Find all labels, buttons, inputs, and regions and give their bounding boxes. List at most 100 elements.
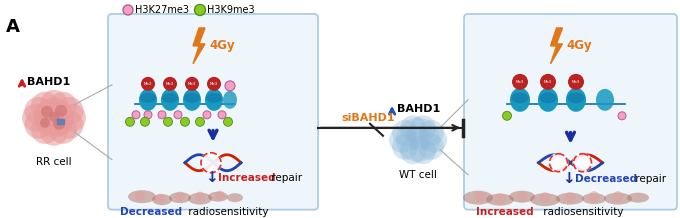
Text: H3K27me3: H3K27me3	[135, 5, 189, 15]
Text: repair: repair	[632, 174, 666, 184]
Ellipse shape	[566, 88, 586, 112]
Circle shape	[568, 74, 584, 90]
Ellipse shape	[627, 193, 649, 203]
Ellipse shape	[205, 89, 223, 111]
Ellipse shape	[463, 191, 493, 205]
Circle shape	[410, 115, 436, 141]
Circle shape	[132, 111, 140, 119]
Text: Decreased: Decreased	[120, 207, 182, 217]
Circle shape	[49, 112, 59, 122]
Circle shape	[539, 192, 551, 203]
Ellipse shape	[604, 193, 632, 205]
Circle shape	[475, 191, 486, 202]
Text: ↓: ↓	[562, 171, 575, 186]
Circle shape	[175, 192, 185, 202]
Circle shape	[389, 127, 415, 153]
FancyBboxPatch shape	[464, 14, 677, 210]
Ellipse shape	[227, 193, 243, 202]
Ellipse shape	[530, 193, 560, 206]
Text: BAHD1: BAHD1	[397, 104, 440, 114]
Circle shape	[200, 152, 222, 174]
Circle shape	[218, 111, 226, 119]
Circle shape	[420, 140, 430, 150]
Circle shape	[53, 118, 65, 130]
Circle shape	[24, 97, 52, 125]
Circle shape	[549, 153, 568, 173]
Circle shape	[196, 117, 205, 126]
Circle shape	[31, 116, 59, 144]
Ellipse shape	[582, 193, 606, 204]
Circle shape	[573, 153, 592, 173]
Circle shape	[410, 138, 436, 164]
Ellipse shape	[510, 88, 530, 112]
Text: radiosensitivity: radiosensitivity	[540, 207, 624, 217]
Circle shape	[503, 111, 511, 120]
Polygon shape	[551, 28, 562, 64]
Circle shape	[195, 192, 205, 202]
Circle shape	[588, 191, 600, 202]
Circle shape	[540, 74, 556, 90]
Ellipse shape	[128, 190, 156, 203]
Text: 4Gy: 4Gy	[566, 39, 592, 52]
Circle shape	[400, 138, 426, 164]
Ellipse shape	[596, 89, 614, 111]
Circle shape	[56, 97, 84, 125]
Circle shape	[141, 117, 150, 126]
Circle shape	[40, 118, 50, 128]
Text: Me3: Me3	[516, 80, 524, 84]
Circle shape	[419, 129, 429, 139]
Circle shape	[203, 111, 211, 119]
Circle shape	[155, 194, 165, 204]
Circle shape	[207, 77, 221, 91]
Circle shape	[224, 117, 233, 126]
Text: repair: repair	[268, 173, 302, 183]
Circle shape	[396, 118, 440, 162]
Circle shape	[409, 140, 419, 150]
Text: A: A	[6, 18, 20, 36]
Circle shape	[405, 129, 416, 140]
Text: siBAHD1: siBAHD1	[341, 113, 395, 123]
Circle shape	[58, 104, 86, 132]
Polygon shape	[193, 28, 205, 64]
Circle shape	[185, 77, 199, 91]
Text: RR cell: RR cell	[36, 157, 72, 167]
Circle shape	[24, 111, 52, 139]
Circle shape	[618, 112, 626, 120]
Circle shape	[126, 117, 135, 126]
Text: 4Gy: 4Gy	[209, 39, 235, 52]
Circle shape	[40, 118, 68, 146]
Circle shape	[163, 77, 177, 91]
Circle shape	[31, 92, 59, 120]
Ellipse shape	[206, 93, 222, 103]
Circle shape	[400, 115, 426, 141]
Circle shape	[34, 98, 74, 138]
Ellipse shape	[169, 192, 191, 203]
Circle shape	[135, 191, 145, 201]
Circle shape	[418, 134, 444, 160]
Circle shape	[55, 105, 67, 117]
Circle shape	[22, 104, 50, 132]
Text: Me3: Me3	[572, 80, 580, 84]
Ellipse shape	[538, 88, 558, 112]
Circle shape	[141, 77, 155, 91]
Circle shape	[40, 90, 68, 118]
Text: radiosensitivity: radiosensitivity	[185, 207, 269, 217]
Text: Me3: Me3	[188, 82, 196, 86]
Circle shape	[517, 191, 528, 202]
Circle shape	[225, 81, 235, 91]
Text: WT cell: WT cell	[399, 170, 437, 180]
FancyBboxPatch shape	[57, 119, 64, 124]
Ellipse shape	[139, 89, 157, 111]
Circle shape	[163, 117, 173, 126]
Circle shape	[418, 120, 444, 146]
Circle shape	[392, 134, 418, 160]
Text: H3K9me3: H3K9me3	[207, 5, 254, 15]
Text: Increased: Increased	[476, 207, 534, 217]
Ellipse shape	[161, 89, 179, 111]
Circle shape	[512, 74, 528, 90]
Ellipse shape	[152, 194, 172, 205]
Ellipse shape	[188, 193, 212, 205]
Text: ↓: ↓	[205, 170, 218, 185]
Circle shape	[564, 192, 575, 203]
Text: Decreased: Decreased	[575, 174, 638, 184]
